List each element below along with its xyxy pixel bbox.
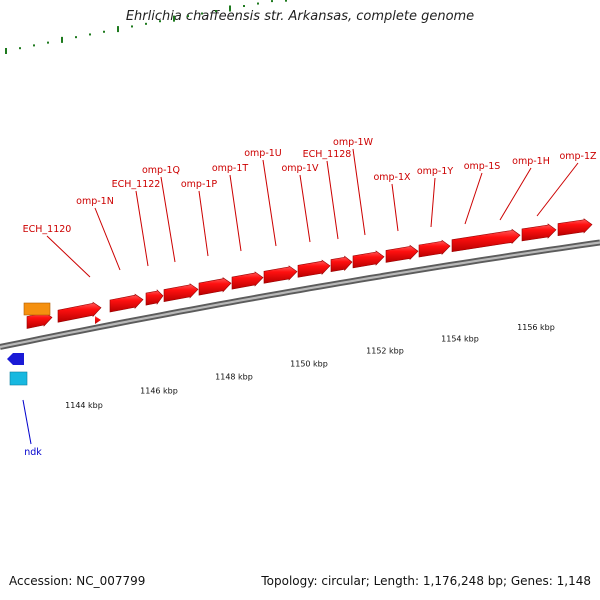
lower-scale-tick (19, 47, 21, 50)
lower-scale-tick (47, 41, 49, 44)
gene-leader-line (160, 176, 176, 263)
gene-label[interactable]: omp-1P (181, 179, 218, 190)
accession-text: Accession: NC_007799 (9, 574, 146, 588)
gene-label[interactable]: ndk (24, 447, 42, 458)
gene-arrow (451, 228, 521, 253)
gene-label[interactable]: omp-1T (212, 163, 249, 174)
gene-arrow (57, 301, 102, 323)
gene-leader-line (94, 207, 121, 271)
gene-label[interactable]: ECH_1128 (303, 149, 352, 160)
genome-title: Ehrlichia chaffeensis str. Arkansas, com… (125, 9, 475, 24)
lower-scale-tick (173, 15, 175, 22)
scale-label: 1144 kbp (65, 401, 103, 410)
gene-label[interactable]: omp-1W (333, 137, 374, 148)
genome-backbone (0, 241, 600, 349)
lower-scale-tick (103, 30, 105, 33)
lower-scale-tick (117, 26, 119, 33)
feature-track (7, 218, 593, 386)
gene-arrow (330, 255, 353, 272)
gene-labels: 1144 kbp 1146 kbp 1148 kbp 1150 kbp 1152 kbp… (22, 137, 597, 458)
gene-leader-line (229, 174, 242, 252)
lower-scale-tick (145, 22, 147, 25)
lower-scale-tick (271, 0, 273, 3)
gene-arrow (385, 244, 419, 263)
gene-leader-line (326, 160, 339, 240)
scale-label: 1148 kbp (215, 373, 253, 382)
gene-arrow (557, 218, 593, 236)
genome-summary-text: Topology: circular; Length: 1,176,248 bp… (261, 574, 591, 588)
gene-leader-line (391, 183, 399, 232)
gene-label[interactable]: omp-1Q (142, 165, 180, 176)
gene-label[interactable]: omp-1X (373, 172, 411, 183)
gene-leader-line (299, 174, 311, 243)
gene-arrow (352, 250, 385, 269)
gene-leader-line (499, 167, 532, 221)
lower-scale-tick (215, 9, 217, 12)
gene-leader-line (464, 172, 483, 225)
gene-label[interactable]: omp-1Y (417, 166, 454, 177)
gene-leader-line (536, 162, 579, 217)
gene-block-reverse (9, 371, 28, 386)
gene-label[interactable]: ECH_1122 (112, 179, 161, 190)
lower-scale-tick (257, 2, 259, 5)
gene-leader-line (262, 159, 277, 247)
gene-arrow (145, 289, 164, 306)
lower-scale-tick (89, 33, 91, 36)
gene-arrow (263, 265, 298, 284)
scale-ticks (5, 0, 287, 54)
gene-leader-line (198, 190, 209, 257)
gene-leader-line (352, 148, 366, 236)
lower-scale-tick (61, 36, 63, 43)
lower-scale-tick (5, 47, 7, 54)
lower-scale-tick (229, 5, 231, 12)
backbone-layer (0, 239, 600, 350)
scale-label: 1152 kbp (366, 347, 404, 356)
gene-leader-line (22, 399, 32, 445)
gene-leader-line (46, 235, 91, 278)
lower-scale-tick (75, 36, 77, 39)
gene-label[interactable]: omp-1N (76, 196, 114, 207)
genome-backbone-shadow (0, 239, 600, 350)
gene-leader-line (135, 190, 149, 267)
gene-arrow (198, 277, 232, 296)
gene-arrow (521, 223, 557, 242)
lower-scale-tick (159, 20, 161, 23)
gene-label[interactable]: omp-1Z (559, 151, 597, 162)
gene-arrow (231, 271, 264, 290)
gene-arrow-small (95, 316, 101, 324)
misc-feature (23, 302, 51, 316)
gene-arrow (418, 239, 451, 258)
gene-arrow (297, 259, 331, 278)
gene-arrow-reverse (7, 353, 24, 365)
gene-label[interactable]: omp-1H (512, 156, 550, 167)
scale-label: 1154 kbp (441, 334, 479, 343)
gene-label[interactable]: omp-1V (281, 163, 319, 174)
scale-label: 1156 kbp (517, 323, 555, 332)
gene-label[interactable]: omp-1U (244, 148, 282, 159)
lower-scale-tick (285, 0, 287, 2)
scale-label: 1146 kbp (140, 387, 178, 396)
gene-leader-line (430, 177, 436, 228)
gene-arrow (163, 283, 199, 302)
gene-label[interactable]: ECH_1120 (23, 224, 72, 235)
scale-label: 1150 kbp (290, 359, 328, 368)
gene-label[interactable]: omp-1S (464, 161, 501, 172)
gene-arrow (109, 293, 144, 313)
lower-scale-tick (243, 5, 245, 8)
lower-scale-tick (187, 15, 189, 18)
lower-scale-tick (201, 12, 203, 15)
lower-scale-tick (131, 25, 133, 28)
lower-scale-tick (33, 44, 35, 47)
